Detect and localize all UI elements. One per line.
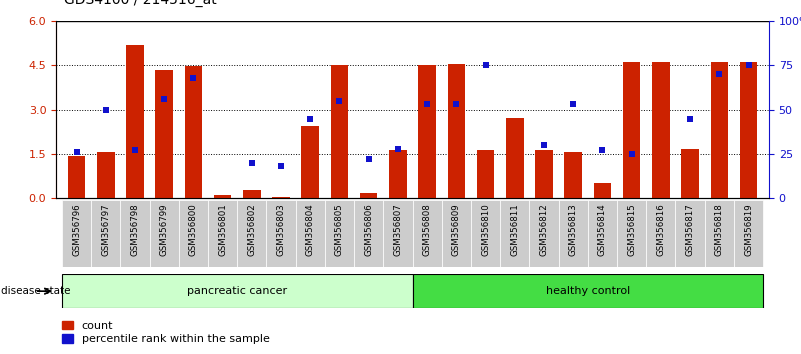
Bar: [208, 200, 237, 267]
Text: pancreatic cancer: pancreatic cancer: [187, 286, 288, 296]
Text: GSM356818: GSM356818: [714, 203, 724, 256]
Bar: [68, 156, 85, 198]
Text: GSM356803: GSM356803: [276, 203, 285, 256]
Bar: [214, 195, 231, 198]
Text: GSM356808: GSM356808: [423, 203, 432, 256]
Bar: [91, 200, 120, 267]
Text: GSM356810: GSM356810: [481, 203, 490, 256]
Text: disease state: disease state: [1, 286, 70, 296]
Bar: [127, 45, 143, 198]
Bar: [675, 200, 705, 267]
Bar: [682, 149, 698, 198]
Bar: [705, 200, 734, 267]
Bar: [120, 200, 150, 267]
Bar: [418, 65, 436, 198]
Bar: [594, 183, 611, 198]
Text: GSM356798: GSM356798: [131, 203, 139, 256]
Bar: [617, 200, 646, 267]
Bar: [301, 126, 319, 198]
Bar: [97, 152, 115, 198]
Bar: [272, 197, 290, 198]
Bar: [413, 274, 763, 308]
Text: GSM356815: GSM356815: [627, 203, 636, 256]
Text: GSM356802: GSM356802: [248, 203, 256, 256]
Bar: [413, 200, 441, 267]
Text: GSM356817: GSM356817: [686, 203, 694, 256]
Text: GSM356806: GSM356806: [364, 203, 373, 256]
Text: GSM356801: GSM356801: [218, 203, 227, 256]
Bar: [558, 200, 588, 267]
Bar: [529, 200, 558, 267]
Bar: [384, 200, 413, 267]
Text: GSM356805: GSM356805: [335, 203, 344, 256]
Bar: [652, 62, 670, 198]
Bar: [243, 190, 260, 198]
Legend: count, percentile rank within the sample: count, percentile rank within the sample: [62, 321, 269, 344]
Bar: [506, 118, 524, 198]
Text: GSM356800: GSM356800: [189, 203, 198, 256]
Text: GSM356796: GSM356796: [72, 203, 81, 256]
Text: GSM356811: GSM356811: [510, 203, 519, 256]
Text: GDS4100 / 214516_at: GDS4100 / 214516_at: [64, 0, 217, 7]
Bar: [389, 150, 407, 198]
Bar: [237, 200, 267, 267]
Bar: [565, 152, 582, 198]
Bar: [710, 62, 728, 198]
Bar: [588, 200, 617, 267]
Bar: [360, 193, 377, 198]
Bar: [179, 200, 208, 267]
Bar: [441, 200, 471, 267]
Bar: [448, 64, 465, 198]
Bar: [535, 150, 553, 198]
Bar: [267, 200, 296, 267]
Text: GSM356819: GSM356819: [744, 203, 753, 256]
Bar: [331, 65, 348, 198]
Bar: [623, 62, 641, 198]
Bar: [155, 70, 173, 198]
Bar: [646, 200, 675, 267]
Bar: [62, 274, 413, 308]
Bar: [477, 149, 494, 198]
Bar: [354, 200, 384, 267]
Bar: [296, 200, 325, 267]
Bar: [184, 66, 202, 198]
Text: GSM356813: GSM356813: [569, 203, 578, 256]
Bar: [740, 62, 757, 198]
Bar: [150, 200, 179, 267]
Text: GSM356807: GSM356807: [393, 203, 402, 256]
Text: GSM356797: GSM356797: [101, 203, 111, 256]
Text: GSM356799: GSM356799: [159, 203, 169, 256]
Bar: [734, 200, 763, 267]
Bar: [62, 200, 91, 267]
Bar: [471, 200, 500, 267]
Text: GSM356804: GSM356804: [306, 203, 315, 256]
Text: GSM356814: GSM356814: [598, 203, 607, 256]
Bar: [325, 200, 354, 267]
Text: GSM356812: GSM356812: [540, 203, 549, 256]
Text: GSM356809: GSM356809: [452, 203, 461, 256]
Text: healthy control: healthy control: [545, 286, 630, 296]
Text: GSM356816: GSM356816: [656, 203, 666, 256]
Bar: [500, 200, 529, 267]
